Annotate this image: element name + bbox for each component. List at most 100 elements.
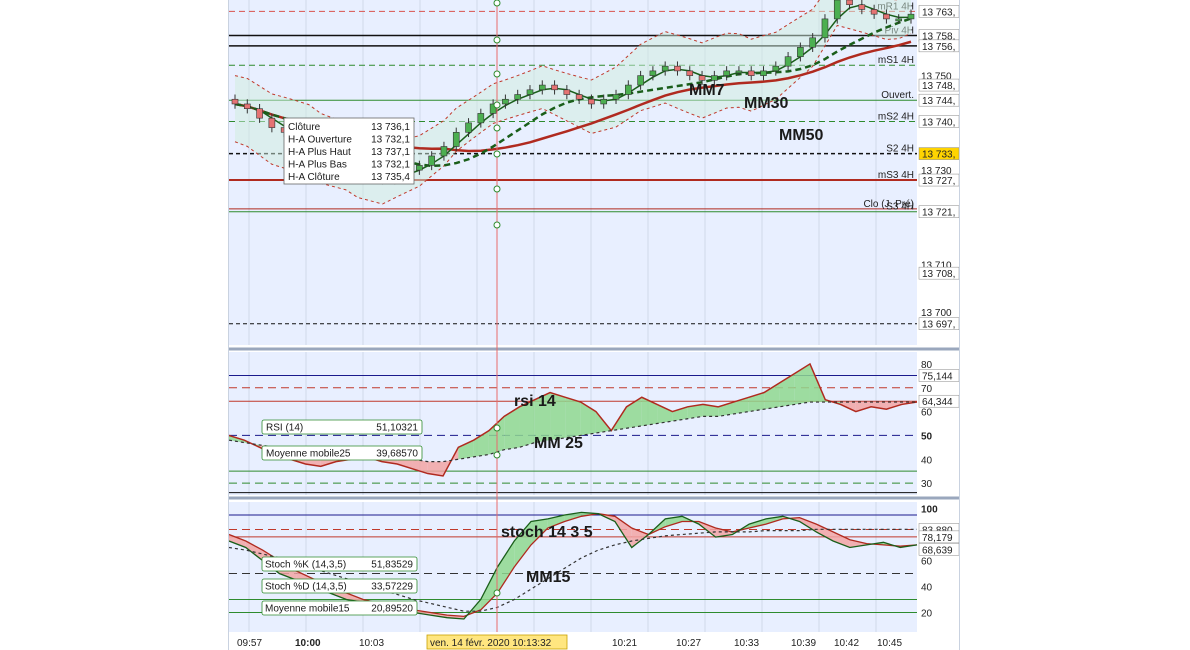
candle[interactable] <box>698 75 706 81</box>
price-level-tag <box>918 39 959 53</box>
candle[interactable] <box>538 84 546 91</box>
price-level-tag <box>918 5 959 18</box>
candle[interactable] <box>477 113 485 124</box>
stoch-title: stoch 14 3 5 <box>501 524 593 541</box>
tooltip-label: Clôture <box>288 122 321 133</box>
price-level-label: mS2 4H <box>878 111 914 122</box>
price-level-tag <box>918 173 959 187</box>
x-axis-tick: 10:39 <box>791 638 816 649</box>
crosshair-marker <box>493 101 501 109</box>
candle[interactable] <box>256 108 263 119</box>
candle[interactable] <box>452 132 460 147</box>
rsi-fill <box>504 406 520 450</box>
price-level-tag-label: 13 748, <box>922 81 955 92</box>
tooltip-label: H-A Ouverture <box>288 135 352 146</box>
candle[interactable] <box>846 0 853 6</box>
stoch-ma-title: MM15 <box>526 569 571 586</box>
tooltip-value: 13 732,1 <box>371 135 410 146</box>
rsi-fill <box>718 402 734 417</box>
candle[interactable] <box>895 18 903 22</box>
price-level-tag-label: 13 721, <box>922 208 955 219</box>
rsi-fill <box>473 430 489 457</box>
rsi-fill <box>764 382 780 410</box>
stoch-legend-value: 51,83529 <box>371 560 413 571</box>
candle[interactable] <box>723 70 730 76</box>
stoch-value-tag <box>918 543 959 556</box>
candle[interactable] <box>821 18 829 39</box>
rsi-legend-value: 39,68570 <box>376 449 418 460</box>
price-level-tag <box>918 93 959 107</box>
candle[interactable] <box>870 9 878 15</box>
candle[interactable] <box>489 103 497 114</box>
candle[interactable] <box>674 65 681 72</box>
price-axis-tick: 13 730 <box>921 166 952 177</box>
rsi-fill <box>779 373 795 407</box>
candle[interactable] <box>612 94 620 100</box>
stoch-fill <box>833 531 850 548</box>
candle[interactable] <box>502 98 509 105</box>
candle[interactable] <box>416 165 423 171</box>
price-level-tag <box>918 78 959 92</box>
price-level-tag-label: 13 697, <box>922 320 955 331</box>
rsi-fill <box>748 392 765 412</box>
rsi-fill <box>687 404 703 419</box>
candle[interactable] <box>747 70 755 76</box>
stoch-legend-box <box>261 578 418 594</box>
candle[interactable] <box>563 89 571 95</box>
rsi-legend-box <box>261 445 423 461</box>
candle[interactable] <box>551 84 558 91</box>
rsi-legend-box <box>261 419 423 435</box>
x-axis-tick: 10:27 <box>676 638 701 649</box>
stoch-fill <box>531 518 548 545</box>
rsi-axis-tick: 60 <box>921 408 933 419</box>
candle[interactable] <box>600 98 608 105</box>
stoch-legend-value: 33,57229 <box>371 582 413 593</box>
rsi-value-tag <box>918 394 959 408</box>
crosshair-time-tag <box>426 634 568 650</box>
rsi-line <box>229 362 918 477</box>
candle[interactable] <box>907 13 915 20</box>
candle[interactable] <box>661 65 669 72</box>
rsi-fill <box>397 459 413 469</box>
crosshair-marker <box>493 0 501 7</box>
rsi-fill <box>794 363 810 405</box>
x-axis-tick: 10:03 <box>359 638 384 649</box>
candle[interactable] <box>760 70 767 76</box>
ma30-line <box>234 17 912 168</box>
x-axis-tick: 10:42 <box>834 638 859 649</box>
candle[interactable] <box>231 98 239 105</box>
candle[interactable] <box>588 98 595 105</box>
candle[interactable] <box>526 89 534 95</box>
candle[interactable] <box>649 70 657 76</box>
candle[interactable] <box>625 84 632 95</box>
candle[interactable] <box>268 117 276 128</box>
candle[interactable] <box>637 75 644 86</box>
candle[interactable] <box>833 0 841 20</box>
candle[interactable] <box>428 155 435 166</box>
candle[interactable] <box>575 94 583 100</box>
crosshair-marker <box>493 124 501 132</box>
candle[interactable] <box>465 122 472 133</box>
candle[interactable] <box>514 94 521 100</box>
candle[interactable] <box>784 56 792 67</box>
candle[interactable] <box>711 75 718 81</box>
rsi-legend-label: RSI (14) <box>266 423 303 434</box>
candle[interactable] <box>772 65 780 72</box>
candle[interactable] <box>735 70 743 74</box>
candle[interactable] <box>858 4 866 10</box>
ma50-label: MM50 <box>779 127 824 144</box>
candle[interactable] <box>686 70 694 76</box>
rsi-value-tag-label: 75,144 <box>922 371 953 382</box>
rsi-fill <box>641 397 658 426</box>
rsi-fill <box>580 402 596 436</box>
candle[interactable] <box>243 103 251 109</box>
price-level-label: S3 4H <box>886 202 914 213</box>
candle[interactable] <box>797 46 804 58</box>
rsi-legend-value: 51,10321 <box>376 423 418 434</box>
candle[interactable] <box>809 37 816 48</box>
candle[interactable] <box>440 146 448 157</box>
stoch-legend-label: Stoch %K (14,3,5) <box>265 560 346 571</box>
candle[interactable] <box>883 13 890 20</box>
